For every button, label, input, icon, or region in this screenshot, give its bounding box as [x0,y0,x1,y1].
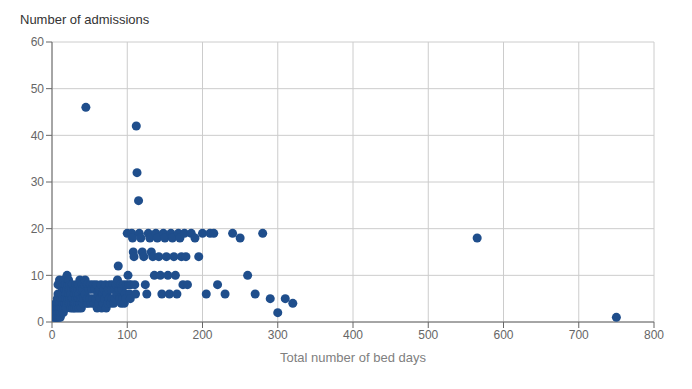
svg-text:10: 10 [31,269,45,283]
svg-text:600: 600 [493,328,513,342]
svg-text:800: 800 [644,328,664,342]
svg-text:0: 0 [37,315,44,329]
svg-text:300: 300 [268,328,288,342]
svg-text:Total number of bed days: Total number of bed days [280,350,426,365]
svg-text:500: 500 [418,328,438,342]
svg-text:200: 200 [192,328,212,342]
html-text:Number of admissions: Number of admissions [20,12,150,27]
svg-text:20: 20 [31,222,45,236]
svg-text:60: 60 [31,35,45,49]
svg-text:100: 100 [117,328,137,342]
svg-text:700: 700 [569,328,589,342]
svg-text:40: 40 [31,129,45,143]
svg-text:0: 0 [49,328,56,342]
svg-text:30: 30 [31,175,45,189]
svg-text:400: 400 [343,328,363,342]
svg-text:50: 50 [31,82,45,96]
